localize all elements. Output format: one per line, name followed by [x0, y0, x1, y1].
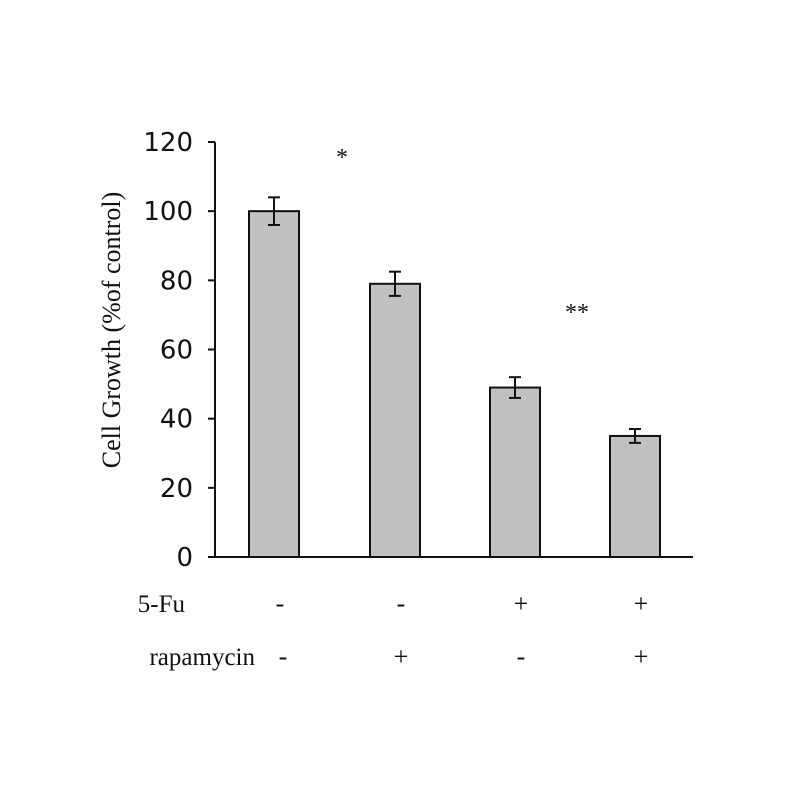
treatment-label: 5-Fu	[138, 591, 186, 618]
treatment-sign: -	[276, 589, 285, 618]
y-tick-label: 40	[160, 405, 193, 435]
bar	[489, 386, 541, 558]
y-tick-label: 120	[143, 128, 193, 158]
y-tick-label: 0	[176, 543, 193, 573]
significance-marker: **	[565, 300, 589, 326]
bar	[369, 282, 421, 558]
y-tick-label: 80	[160, 266, 193, 296]
bar	[248, 210, 300, 559]
treatment-sign: +	[514, 589, 529, 618]
significance-marker: *	[336, 145, 348, 171]
treatment-sign: +	[634, 589, 649, 618]
treatment-sign: +	[394, 642, 409, 671]
treatment-sign: +	[634, 642, 649, 671]
treatment-sign: -	[279, 642, 288, 671]
y-axis-label: Cell Growth (%of control)	[97, 192, 126, 469]
y-tick-label: 20	[160, 474, 193, 504]
treatment-sign: -	[397, 589, 406, 618]
treatment-label: rapamycin	[149, 644, 255, 671]
bar	[609, 434, 661, 559]
y-tick-label: 60	[160, 336, 193, 366]
treatment-sign: -	[517, 642, 526, 671]
y-tick-label: 100	[143, 197, 193, 227]
